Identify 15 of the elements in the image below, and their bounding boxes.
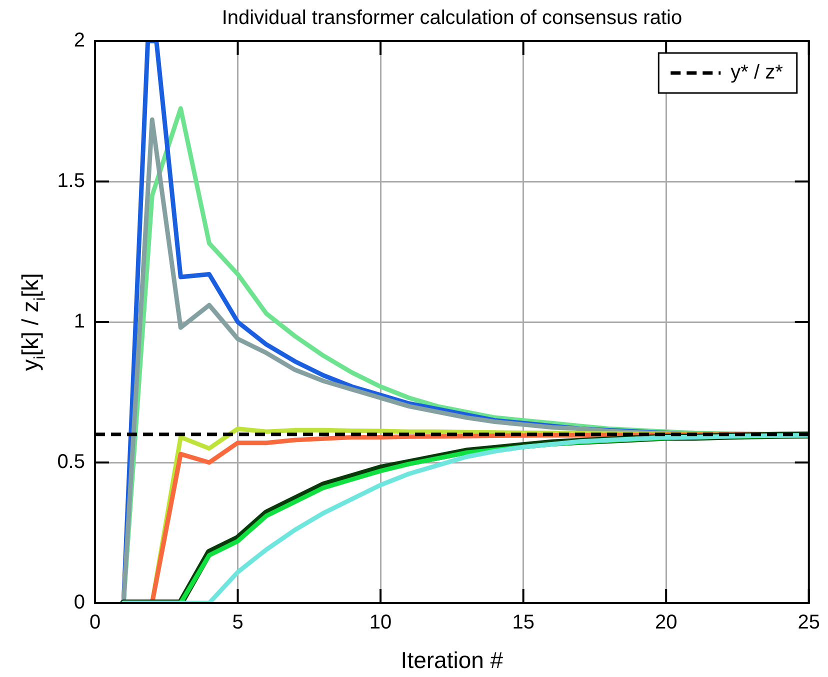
legend-label: y* / z*	[730, 62, 784, 84]
chart-title: Individual transformer calculation of consensus ratio	[222, 7, 682, 29]
x-tick-label: 20	[654, 612, 678, 634]
y-axis-title: yi[k] / zi[k]	[17, 273, 49, 371]
x-tick-label: 15	[512, 612, 534, 634]
x-tick-label: 5	[232, 612, 244, 634]
y-tick-label: 2	[74, 30, 85, 52]
x-tick-label: 25	[798, 612, 820, 634]
x-axis-title: Iteration #	[400, 647, 504, 673]
y-tick-label: 0	[74, 592, 85, 614]
y-tick-label: 1	[74, 310, 85, 333]
x-tick-label: 0	[89, 612, 101, 634]
y-tick-label: 0.5	[57, 451, 85, 474]
x-tick-label: 10	[369, 612, 392, 634]
y-tick-label: 1.5	[57, 170, 85, 192]
